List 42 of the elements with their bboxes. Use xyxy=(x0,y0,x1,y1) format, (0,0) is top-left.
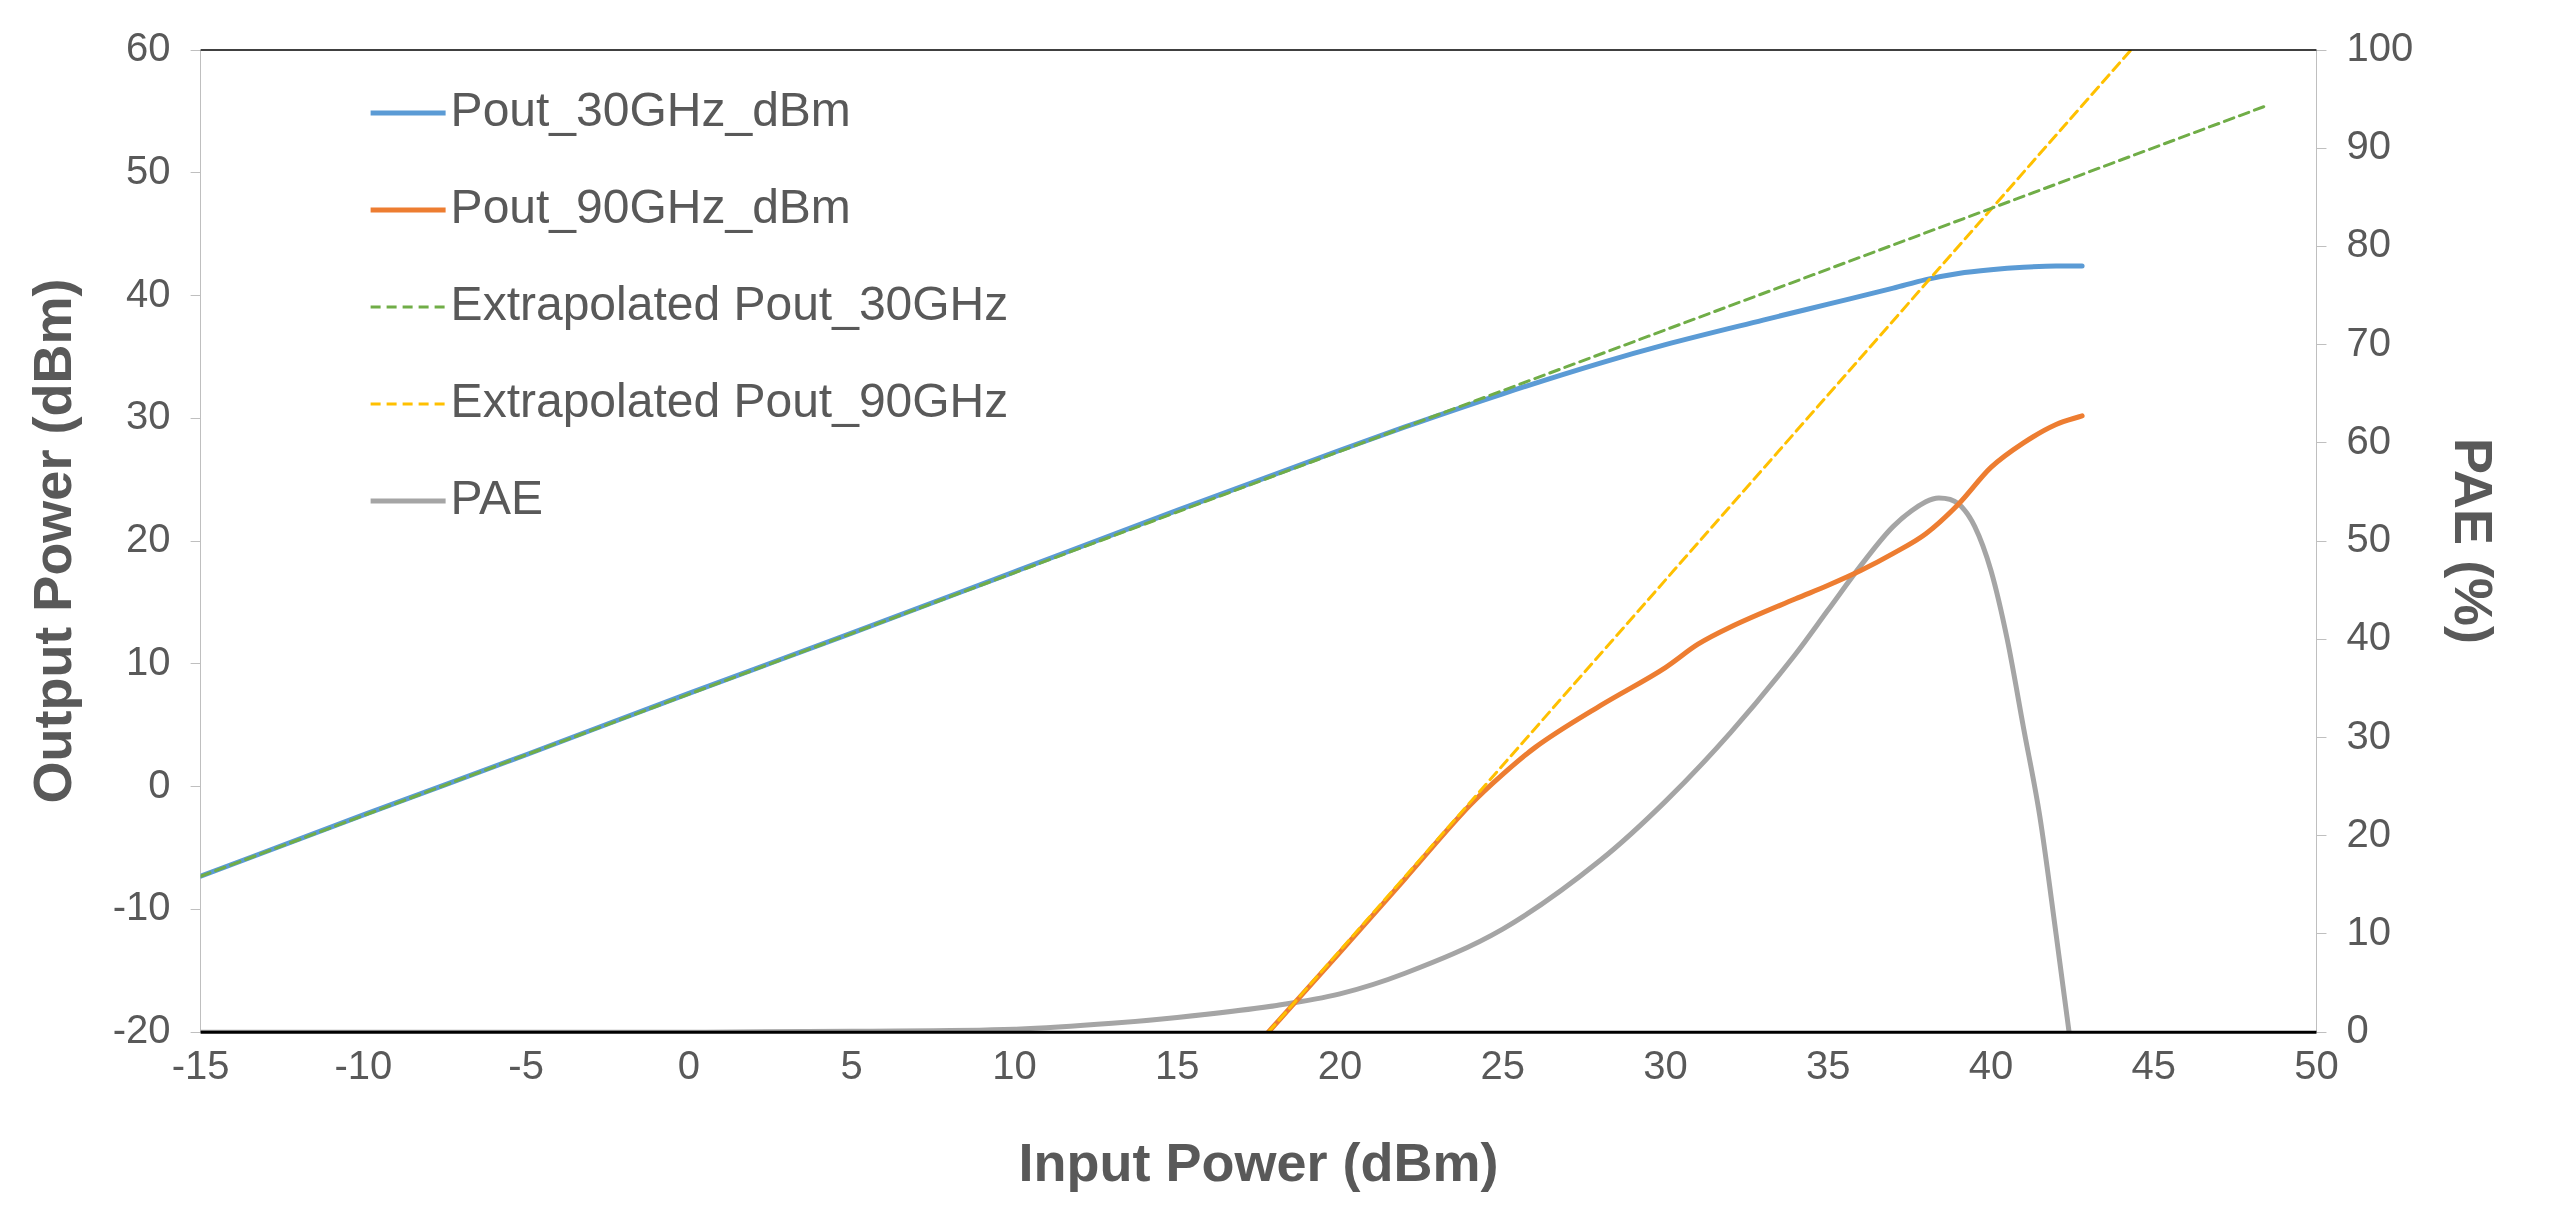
y-tick-label: -10 xyxy=(112,884,171,929)
y-tick-label: 30 xyxy=(126,393,171,438)
legend-label: Pout_90GHz_dBm xyxy=(450,180,851,234)
x-tick-label: 20 xyxy=(1317,1043,1363,1088)
y2-tick-label: 20 xyxy=(2346,810,2391,855)
y2-tick-label: 50 xyxy=(2346,516,2391,561)
y-tick-label: 10 xyxy=(126,638,171,683)
y2-tick-label: 0 xyxy=(2346,1007,2369,1052)
y2-tick-label: 60 xyxy=(2346,417,2391,462)
y-axis-title: Output Power (dBm) xyxy=(22,278,83,804)
y2-tick-label: 10 xyxy=(2346,909,2391,954)
y-tick-label: 20 xyxy=(126,516,171,561)
x-tick-label: 25 xyxy=(1480,1043,1525,1088)
y2-tick-label: 40 xyxy=(2346,614,2391,659)
x-tick-label: 30 xyxy=(1643,1043,1688,1088)
x-tick-label: 50 xyxy=(2294,1043,2339,1088)
x-tick-label: 45 xyxy=(2131,1043,2176,1088)
legend-label: Extrapolated Pout_30GHz xyxy=(450,277,1009,331)
x-tick-label: -15 xyxy=(171,1043,230,1088)
x-axis-title: Input Power (dBm) xyxy=(1018,1132,1499,1193)
x-tick-label: 15 xyxy=(1154,1043,1200,1088)
x-tick-label: 5 xyxy=(840,1043,863,1088)
y-tick-label: 0 xyxy=(148,761,171,806)
y-tick-label: 60 xyxy=(126,25,171,70)
y-tick-label: -20 xyxy=(112,1007,171,1052)
y2-tick-label: 90 xyxy=(2346,123,2391,168)
legend-label: Pout_30GHz_dBm xyxy=(450,83,851,137)
y2-tick-label: 100 xyxy=(2346,25,2414,70)
x-tick-label: -10 xyxy=(334,1043,393,1088)
x-tick-label: 10 xyxy=(992,1043,1037,1088)
y-tick-label: 40 xyxy=(126,270,171,315)
y-tick-label: 50 xyxy=(126,147,171,192)
y2-tick-label: 80 xyxy=(2346,221,2391,266)
legend-label: PAE xyxy=(450,471,544,525)
legend-label: Extrapolated Pout_90GHz xyxy=(450,374,1009,428)
x-tick-label: 35 xyxy=(1805,1043,1851,1088)
y2-axis-title: PAE (%) xyxy=(2443,438,2504,645)
y2-tick-label: 30 xyxy=(2346,712,2391,757)
x-tick-label: 0 xyxy=(677,1043,701,1088)
y2-tick-label: 70 xyxy=(2346,319,2391,364)
x-tick-label: -5 xyxy=(508,1043,544,1088)
x-tick-label: 40 xyxy=(1968,1043,2014,1088)
